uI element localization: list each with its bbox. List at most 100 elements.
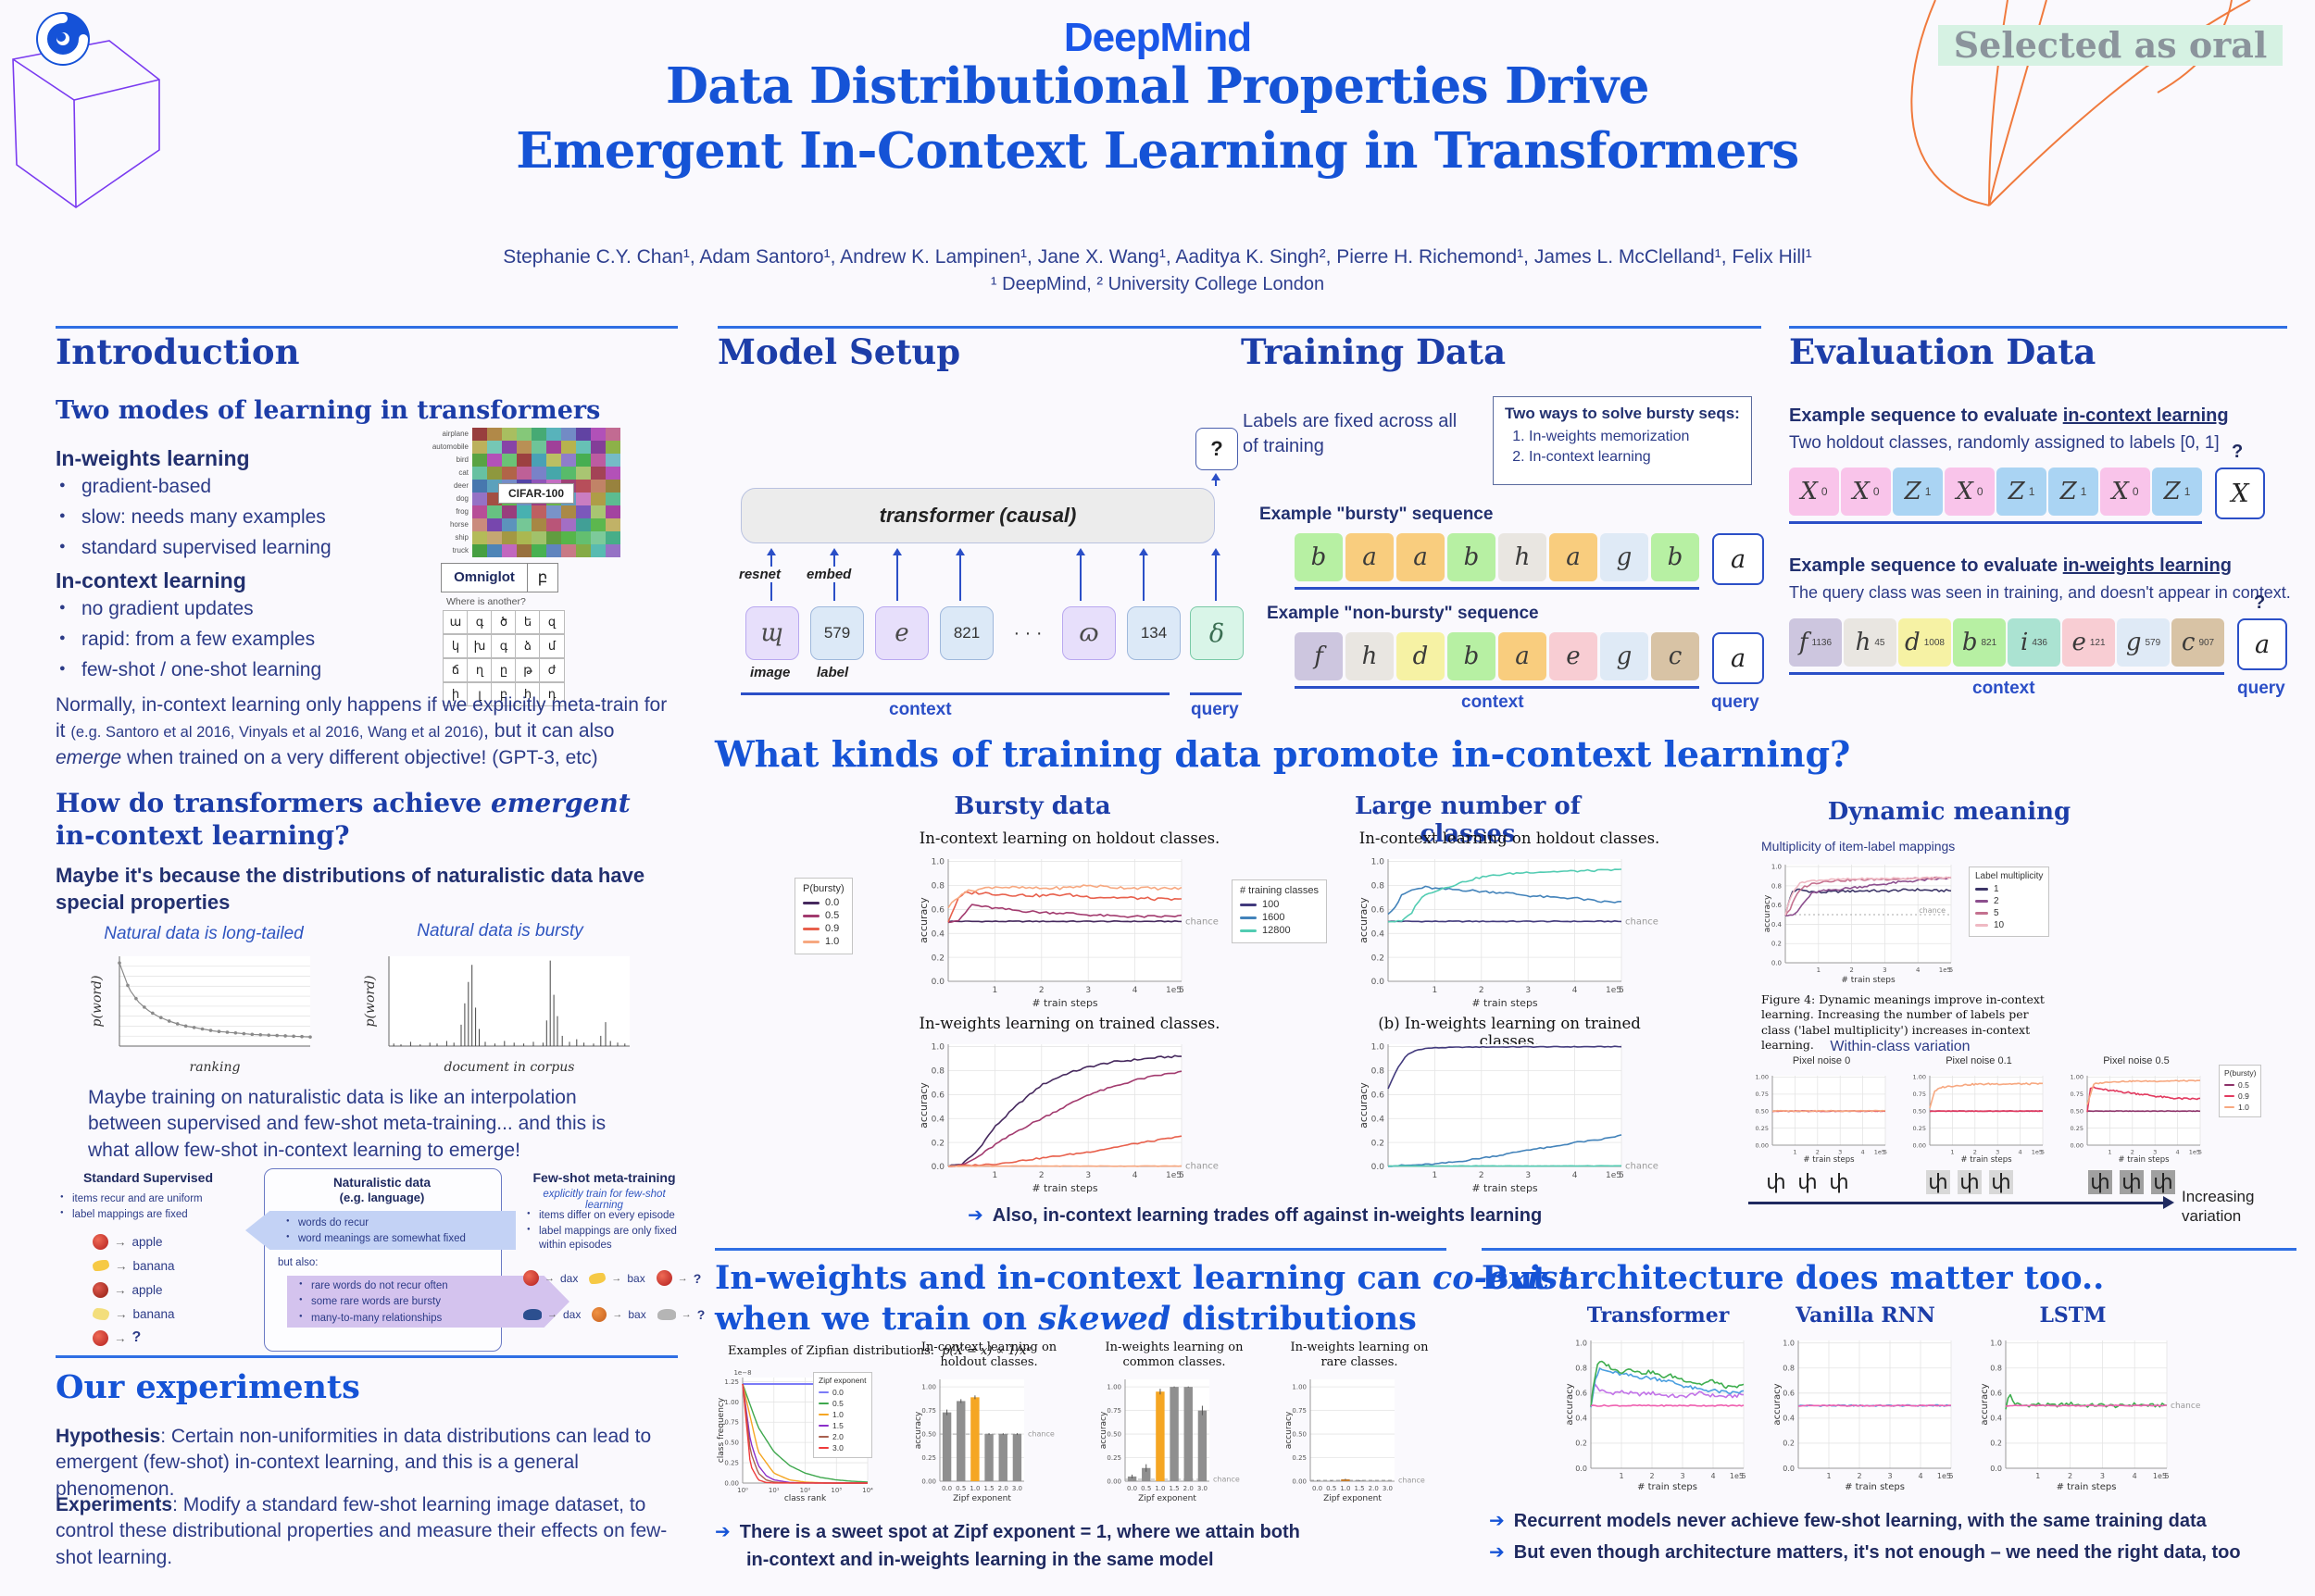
sequence-tile: g 579	[2117, 618, 2170, 667]
svg-text:3: 3	[2100, 1472, 2105, 1480]
coexist-h2a: when we train on	[715, 1300, 1039, 1338]
apple-icon	[93, 1233, 108, 1250]
map-label: banana	[132, 1306, 175, 1321]
svg-text:1.25: 1.25	[724, 1378, 739, 1386]
list-item: words do recur	[285, 1216, 507, 1229]
svg-text:0.2: 0.2	[1771, 941, 1782, 948]
fewshot-title: Few-shot meta-training	[532, 1170, 676, 1185]
list-item: In-weights memorization	[1529, 427, 1740, 447]
but-also: but also:	[278, 1257, 319, 1268]
svg-text:0.0: 0.0	[1990, 1465, 2002, 1473]
svg-text:0.00: 0.00	[1913, 1141, 1926, 1149]
svg-text:1.5: 1.5	[1355, 1485, 1365, 1492]
svg-text:0.25: 0.25	[921, 1454, 936, 1462]
svg-text:0.0: 0.0	[942, 1485, 952, 1492]
list-item: rapid: from a few examples	[57, 629, 409, 651]
eval-iwl-header-underlined: in-weights learning	[2062, 555, 2232, 576]
svg-text:1.00: 1.00	[2071, 1074, 2084, 1081]
training-query-label: query	[1711, 692, 1759, 712]
svg-text:0.50: 0.50	[1107, 1431, 1121, 1439]
svg-text:0.5: 0.5	[1141, 1485, 1151, 1492]
svg-text:2: 2	[1039, 986, 1045, 995]
svg-text:0.0: 0.0	[932, 978, 945, 987]
omniglot-figure: Omniglot բ Where is another? ա գ ծ ե զ կ խ գ ձ մ ճ ղ ը թ…	[415, 563, 637, 706]
legend-entry: 1.0	[819, 1410, 867, 1419]
label-token: 134	[1127, 606, 1181, 660]
svg-text:4: 4	[2019, 1149, 2022, 1156]
eval-iwl-header: Example sequence to evaluate in-weights …	[1789, 555, 2232, 577]
sequence-tile: b 821	[1953, 618, 2006, 667]
svg-text:0.00: 0.00	[2071, 1141, 2084, 1149]
svg-text:5: 5	[1741, 1472, 1746, 1480]
noise05-title: Pixel noise 0.5	[2103, 1055, 2170, 1066]
eval-iwl-tiles: f 1136 h 45 d 1008 b 821 i 436 e 121 g 579 c 907	[1789, 618, 2224, 667]
svg-text:4: 4	[1710, 1472, 1715, 1480]
sweet-spot-note-line2: in-context and in-weights learning in th…	[746, 1550, 1214, 1571]
svg-text:accuracy: accuracy	[1980, 1383, 1990, 1425]
rule-architecture	[1482, 1248, 2296, 1251]
svg-text:0.75: 0.75	[1913, 1091, 1926, 1098]
map-label: apple	[131, 1282, 163, 1297]
recurrent-note-text: Recurrent models never achieve few-shot …	[1513, 1511, 2207, 1531]
eval-iwl-header-pre: Example sequence to evaluate	[1789, 555, 2063, 576]
svg-text:1.0: 1.0	[932, 858, 945, 867]
legend-entry: 12800	[1240, 925, 1319, 936]
svg-text:3: 3	[1883, 966, 1886, 974]
sequence-tile: c	[1651, 632, 1699, 680]
dynamic-meaning-title: Dynamic meaning	[1827, 798, 2071, 826]
how-heading: How do transformers achieve emergent in-…	[56, 787, 657, 852]
deepmind-wordmark: DeepMind	[1063, 15, 1252, 60]
nonbursty-seq-label: Example "non-bursty" sequence	[1267, 604, 1539, 623]
svg-text:1.5: 1.5	[1170, 1485, 1180, 1492]
svg-text:2.0: 2.0	[1369, 1485, 1379, 1492]
coexist-h2b: skewed	[1038, 1300, 1171, 1338]
svg-text:0.5: 0.5	[1326, 1485, 1336, 1492]
svg-text:0.4: 0.4	[932, 929, 945, 939]
svg-text:3: 3	[1887, 1472, 1892, 1480]
figure4-caption: Figure 4: Dynamic meanings improve in-co…	[1761, 992, 2045, 1052]
legend-entry: 0.9	[2224, 1091, 2256, 1101]
iwl-bullets: gradient-based slow: needs many examples s…	[57, 476, 409, 567]
svg-text:0.8: 0.8	[1990, 1365, 2002, 1373]
legend-entry: 1	[1975, 884, 2043, 894]
normally-mid: , but it can also	[483, 720, 615, 742]
eval-icl-header: Example sequence to evaluate in-context …	[1789, 405, 2229, 427]
svg-text:1: 1	[1793, 1149, 1796, 1156]
map-label: dax	[560, 1271, 579, 1285]
list-item: label mappings are fixed	[59, 1208, 241, 1221]
increasing-variation-arrow	[1748, 1202, 2163, 1204]
cifar-row-label: horse	[449, 520, 469, 529]
svg-text:0.75: 0.75	[921, 1407, 936, 1415]
query-glyph: a	[1730, 643, 1746, 673]
svg-text:1.0: 1.0	[1771, 864, 1782, 871]
svg-text:0.75: 0.75	[2071, 1091, 2084, 1098]
zipf-common-chart: 0.00 0.25 0.50 0.75 1.00 Zipf exponent accurac…	[1097, 1372, 1250, 1503]
zipf-rare-chart: 0.00 0.25 0.50 0.75 1.00 Zipf exponent accurac…	[1283, 1372, 1435, 1503]
svg-text:0.75: 0.75	[1756, 1091, 1769, 1098]
svg-text:3.0: 3.0	[1197, 1485, 1208, 1492]
svg-text:0.2: 0.2	[1575, 1440, 1587, 1448]
sequence-tile: e 121	[2062, 618, 2115, 667]
svg-text:1: 1	[1950, 1149, 1954, 1156]
svg-text:0.4: 0.4	[1371, 1115, 1385, 1124]
svg-text:10⁰: 10⁰	[737, 1487, 748, 1494]
legend-title: P(bursty)	[2224, 1068, 2257, 1078]
sequence-tile: a	[1345, 533, 1394, 581]
shoe-icon	[523, 1309, 542, 1320]
list-item: label mappings are only fixed within epi…	[526, 1225, 685, 1252]
svg-text:1.00: 1.00	[1913, 1074, 1926, 1081]
bursty-title: Natural data is bursty	[417, 921, 583, 941]
cifar-label: CIFAR-100	[498, 483, 575, 504]
sequence-tile: h	[1498, 533, 1546, 581]
legend-entry: 0.5	[2224, 1080, 2256, 1090]
sneaker-icon	[657, 1309, 676, 1320]
icl-bullets: no gradient updates rapid: from a few exa…	[57, 598, 409, 690]
omniglot-noise-glyph: փ	[1766, 1170, 1786, 1193]
architecture-heading: But architecture does matter too..	[1482, 1259, 2105, 1297]
legend-entry: 2.0	[819, 1432, 867, 1441]
zipf-icl-chart: 0.00 0.25 0.50 0.75 1.00 Zipf exponent accurac…	[912, 1372, 1065, 1503]
normally-pre: Normally, in-context learning only happe…	[56, 694, 668, 742]
token-arrow	[1211, 548, 1220, 601]
query-glyph: a	[2254, 630, 2271, 659]
